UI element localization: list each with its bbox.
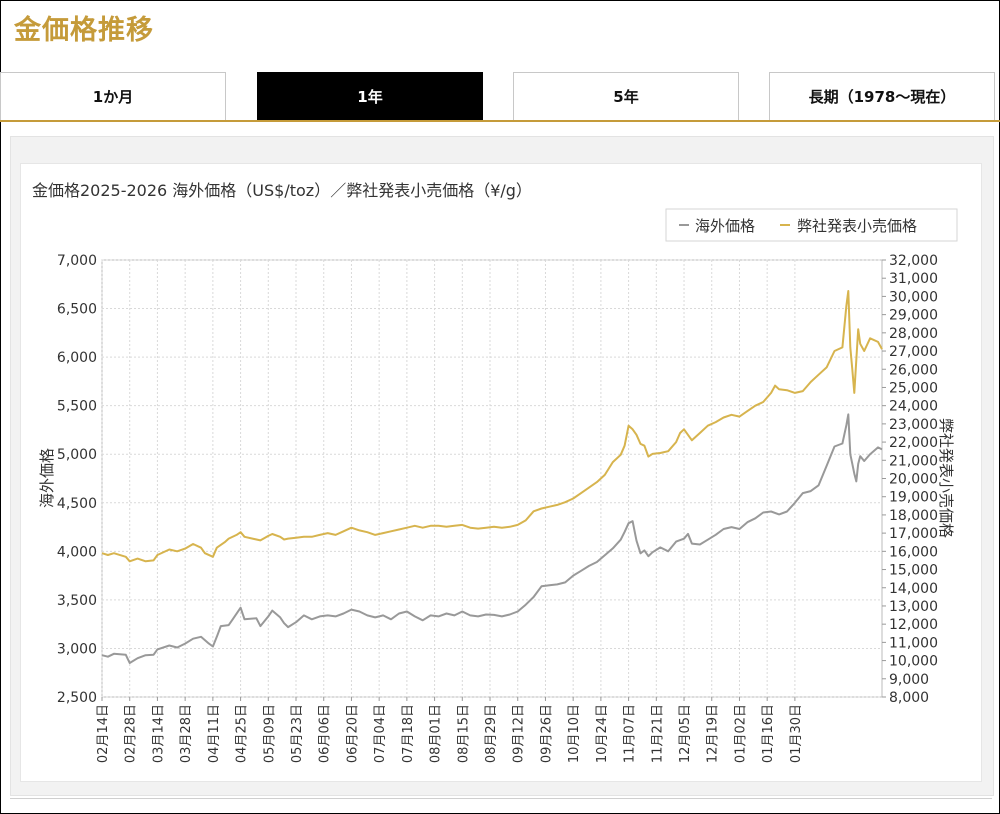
y-tick-label-right: 17,000 [889, 526, 938, 542]
grid-lines [101, 259, 883, 698]
x-tick-label: 09月12日 [512, 704, 527, 763]
x-tick-label: 08月15日 [456, 704, 471, 763]
y-tick-label-right: 24,000 [889, 399, 938, 415]
x-tick-label: 07月04日 [373, 704, 388, 763]
x-tick-label: 05月09日 [262, 704, 277, 763]
y-tick-label-right: 12,000 [889, 617, 938, 633]
x-tick-label: 04月25日 [235, 704, 250, 763]
axes: 2,500 3,000 3,500 4,000 4,500 5,000 5,500 6,000… [57, 253, 938, 763]
x-tick-label: 01月30日 [789, 704, 804, 763]
x-tick-label: 04月11日 [207, 704, 222, 763]
x-tick-label: 09月26日 [539, 704, 554, 763]
y-tick-label-right: 26,000 [889, 362, 938, 378]
x-tick-label: 06月20日 [345, 704, 360, 763]
y-tick-label-left: 6,500 [57, 302, 97, 318]
x-tick-label: 10月24日 [595, 704, 610, 763]
tab-1-year[interactable]: 1年 [257, 72, 483, 120]
y-tick-label-right: 23,000 [889, 417, 938, 433]
chart-container [20, 163, 982, 782]
x-tick-label: 06月06日 [318, 704, 333, 763]
y-tick-label-right: 16,000 [889, 544, 938, 560]
y-tick-label-left: 2,500 [57, 690, 97, 706]
page-title: 金価格推移 [14, 15, 154, 46]
divider [10, 798, 992, 799]
x-tick-label: 01月16日 [761, 704, 776, 763]
series-line-overseas-price [101, 413, 883, 664]
y-tick-label-right: 15,000 [889, 563, 938, 579]
x-tick-label: 05月23日 [290, 704, 305, 763]
x-tick-label: 12月19日 [706, 704, 721, 763]
series-lines [101, 290, 883, 664]
y-tick-label-left: 3,500 [57, 593, 97, 609]
tab-5-years[interactable]: 5年 [513, 72, 739, 120]
y-tick-label-left: 5,000 [57, 447, 97, 463]
y-tick-label-right: 22,000 [889, 435, 938, 451]
y-tick-label-right: 19,000 [889, 490, 938, 506]
x-tick-label: 08月01日 [429, 704, 444, 763]
y-tick-label-right: 10,000 [889, 654, 938, 670]
x-tick-label: 08月29日 [484, 704, 499, 763]
x-tick-label: 03月14日 [151, 704, 166, 763]
y-tick-label-right: 18,000 [889, 508, 938, 524]
y-tick-label-left: 5,500 [57, 399, 97, 415]
period-tabs: 1か月 1年 5年 長期（1978〜現在） [0, 72, 1000, 122]
x-tick-label: 01月02日 [733, 704, 748, 763]
x-tick-label: 07月18日 [401, 704, 416, 763]
tab-long-term[interactable]: 長期（1978〜現在） [769, 72, 995, 120]
y-axis-label-left: 海外価格 [38, 448, 56, 508]
x-tick-label: 11月07日 [623, 704, 638, 763]
y-tick-label-right: 31,000 [889, 271, 938, 287]
y-tick-label-right: 9,000 [889, 672, 929, 688]
x-tick-label: 11月21日 [650, 704, 665, 763]
series-line-retail-price [101, 290, 883, 563]
y-tick-label-right: 11,000 [889, 635, 938, 651]
chart-title: 金価格2025-2026 海外価格（US$/toz）／弊社発表小売価格（¥/g） [32, 181, 532, 200]
y-tick-label-right: 30,000 [889, 289, 938, 305]
y-tick-label-right: 32,000 [889, 253, 938, 269]
x-tick-label: 02月14日 [96, 704, 111, 763]
x-tick-label: 02月28日 [124, 704, 139, 763]
y-tick-label-right: 14,000 [889, 581, 938, 597]
chart-legend: 海外価格 弊社発表小売価格 [665, 208, 958, 242]
y-tick-label-right: 29,000 [889, 308, 938, 324]
x-tick-label: 03月28日 [179, 704, 194, 763]
y-tick-label-right: 20,000 [889, 472, 938, 488]
legend-label-retail: 弊社発表小売価格 [797, 217, 917, 235]
tab-1-month[interactable]: 1か月 [0, 72, 226, 120]
y-tick-label-right: 27,000 [889, 344, 938, 360]
y-tick-label-right: 8,000 [889, 690, 929, 706]
y-tick-label-left: 6,000 [57, 350, 97, 366]
x-tick-label: 10月10日 [567, 704, 582, 763]
y-tick-label-left: 4,500 [57, 496, 97, 512]
y-tick-label-right: 13,000 [889, 599, 938, 615]
y-tick-label-right: 21,000 [889, 453, 938, 469]
y-tick-label-left: 7,000 [57, 253, 97, 269]
y-tick-label-left: 3,000 [57, 641, 97, 657]
legend-label-overseas: 海外価格 [695, 217, 755, 235]
y-tick-label-right: 25,000 [889, 380, 938, 396]
tab-underline [0, 120, 1000, 122]
y-axis-label-right: 弊社発表小売価格 [937, 418, 955, 538]
y-tick-label-right: 28,000 [889, 326, 938, 342]
x-tick-label: 12月05日 [678, 704, 693, 763]
y-tick-label-left: 4,000 [57, 544, 97, 560]
